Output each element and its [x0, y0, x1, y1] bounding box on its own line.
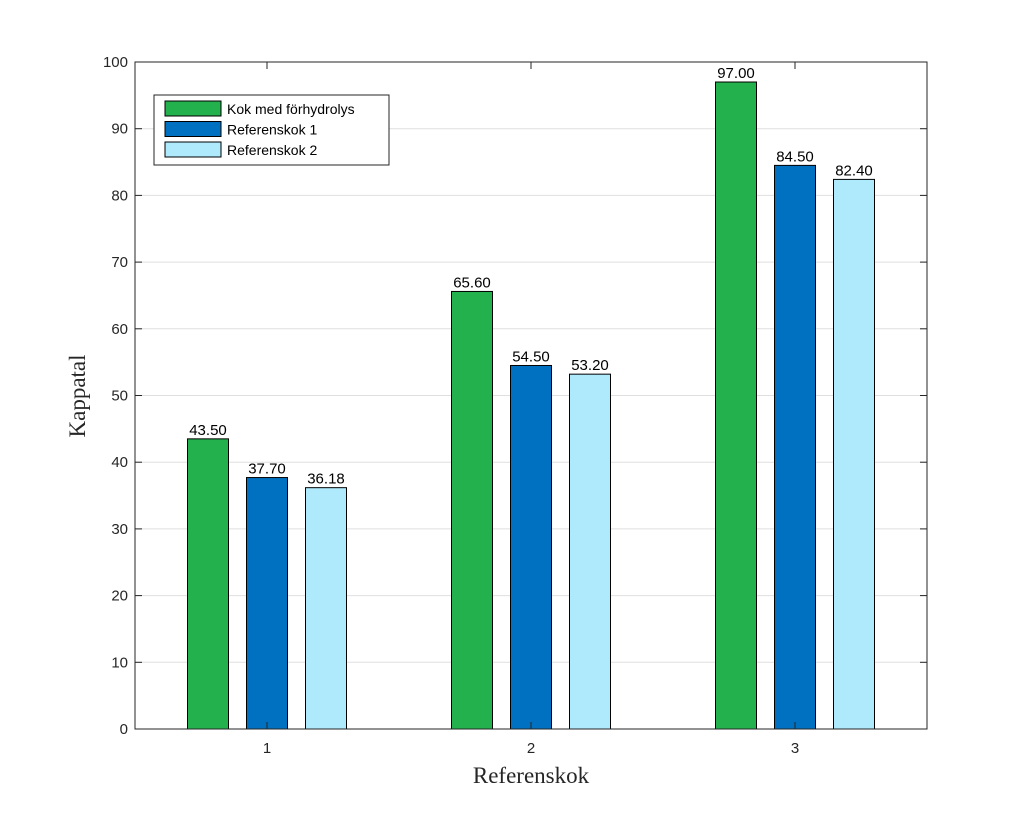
legend-swatch [164, 141, 222, 158]
y-tick-label: 20 [111, 588, 128, 605]
legend: Kok med förhydrolys Referenskok 1 Referens… [153, 94, 390, 166]
legend-entry-label: Referenskok 2 [227, 142, 317, 158]
x-axis-ticks: 1 2 3 [263, 62, 799, 757]
y-tick-label: 10 [111, 654, 128, 671]
bar-referenskok-1-1 [246, 477, 288, 730]
bar-value-label: 82.40 [835, 162, 873, 179]
bar-value-label: 37.70 [248, 461, 286, 478]
y-axis-ticks: 0 10 20 30 40 50 60 70 80 90 100 [103, 54, 927, 738]
y-tick-label: 0 [120, 721, 128, 738]
bar-referenskok-2-3 [833, 178, 875, 730]
data-labels: 43.50 37.70 36.18 65.60 54.50 53.20 97.00 84.50… [189, 65, 873, 488]
y-axis-label: Kappatal [65, 354, 90, 437]
y-tick-label: 70 [111, 254, 128, 271]
bar-referenskok-2-1 [305, 487, 347, 730]
x-tick-label: 1 [263, 740, 271, 757]
bar-kok-med-f-rhydrolys-1 [187, 438, 229, 730]
legend-swatch [164, 121, 222, 137]
bar-value-label: 36.18 [307, 471, 345, 488]
bar-referenskok-1-3 [774, 164, 816, 730]
bar-value-label: 53.20 [571, 357, 609, 374]
bar-value-label: 65.60 [453, 274, 491, 291]
bar-value-label: 84.50 [776, 148, 814, 165]
bar-value-label: 54.50 [512, 348, 550, 365]
bar-kok-med-f-rhydrolys-2 [451, 290, 493, 730]
y-tick-label: 100 [103, 54, 128, 71]
bar-kok-med-f-rhydrolys-3 [715, 81, 757, 730]
x-axis-label: Referenskok [473, 763, 590, 788]
y-tick-label: 40 [111, 454, 128, 471]
bar-referenskok-2-2 [569, 373, 611, 730]
legend-swatch [164, 100, 222, 117]
x-tick-label: 2 [527, 740, 535, 757]
legend-entry-label: Referenskok 1 [227, 122, 317, 138]
y-tick-label: 50 [111, 388, 128, 405]
bar-value-label: 97.00 [717, 65, 755, 82]
bar-referenskok-1-2 [510, 364, 552, 730]
y-tick-label: 90 [111, 121, 128, 138]
bars [187, 81, 875, 730]
legend-entry-label: Kok med förhydrolys [227, 101, 355, 117]
y-tick-label: 80 [111, 187, 128, 204]
y-tick-label: 30 [111, 521, 128, 538]
bar-value-label: 43.50 [189, 422, 227, 439]
x-tick-label: 3 [791, 740, 799, 757]
y-tick-label: 60 [111, 321, 128, 338]
